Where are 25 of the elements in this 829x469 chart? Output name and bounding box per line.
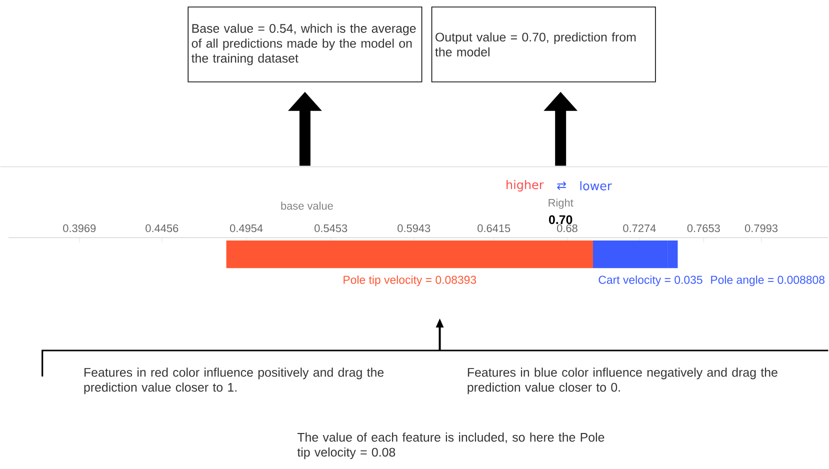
x-tick-label: 0.7993 (744, 224, 778, 232)
x-tick-label: 0.6415 (478, 224, 510, 232)
text: Pole angle = 0.008808 (711, 275, 824, 286)
text: Features in red color influence positively and drag the prediction value closer to 1. (84, 367, 384, 394)
x-tick-label: 0.4456 (146, 224, 178, 232)
text: lower (580, 180, 612, 190)
x-tick-label: 0.5943 (398, 224, 430, 232)
text: ⇄ (557, 181, 566, 190)
text: Features in blue color influence negatively and drag the prediction value closer to 0. (468, 367, 778, 394)
x-tick-label: 0.4954 (230, 224, 263, 232)
text: higher (506, 180, 544, 192)
text: Base value = 0.54, which is the average of all predictions made by the model on the training dataset (192, 24, 416, 65)
x-tick-label: 0.7274 (623, 224, 656, 232)
bar (226, 240, 593, 268)
x-tick-label: 0.3969 (63, 224, 96, 232)
text: 0.70 (548, 215, 572, 224)
text: Right (548, 198, 574, 209)
text: The value of each feature is included, so here the Pole tip velocity = 0.08 (297, 432, 604, 459)
text: Output value = 0.70, prediction from the model (435, 32, 636, 56)
x-tick-label: 0.5453 (314, 224, 348, 232)
series-label: Pole tip velocity = 0.08393 (344, 275, 476, 286)
x-tick-label: 0.7653 (687, 224, 720, 232)
text: base value (281, 202, 333, 210)
x-tick-label: 0.68 (557, 224, 578, 232)
series-label: Cart velocity = 0.035 (598, 275, 702, 286)
